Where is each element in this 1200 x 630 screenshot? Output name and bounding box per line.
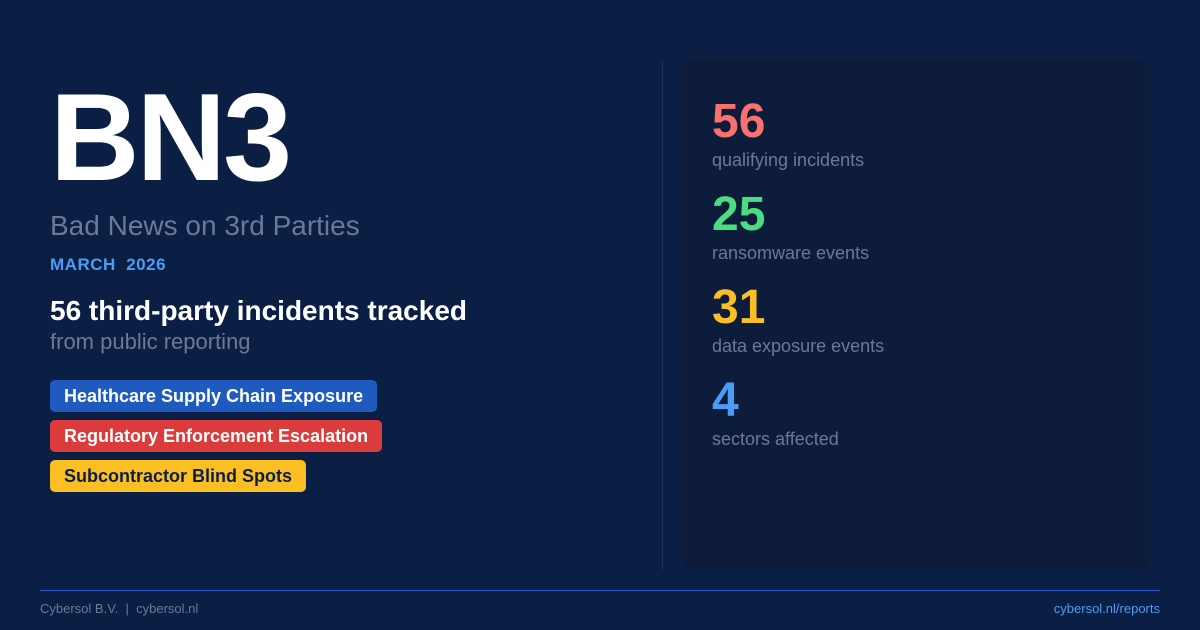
stat: 25 ransomware events (712, 191, 869, 264)
stat-label: qualifying incidents (712, 150, 865, 170)
tag: Subcontractor Blind Spots (50, 460, 307, 492)
stat-label: sectors affected (712, 429, 839, 449)
stats-panel: 56 qualifying incidents 25 ransomware even… (682, 60, 1150, 570)
stat-label: ransomware events (712, 243, 870, 263)
headline-subtitle: from public reporting (50, 329, 251, 354)
report-date: MARCH 2026 (50, 255, 167, 274)
logo: BN3 (50, 69, 292, 207)
headline: 56 third-party incidents tracked (50, 295, 468, 326)
stat: 56 qualifying incidents (712, 98, 864, 171)
tag-list: Healthcare Supply Chain Exposure Regulat… (50, 380, 383, 500)
tag: Regulatory Enforcement Escalation (50, 420, 383, 452)
footer-link[interactable]: cybersol.nl/reports (1053, 601, 1160, 616)
footer-rule (40, 590, 1160, 591)
divider (662, 60, 663, 570)
stat-label: data exposure events (712, 336, 885, 356)
stat-value: 31 (712, 281, 766, 334)
footer-company: Cybersol B.V. | cybersol.nl (40, 601, 199, 616)
stat: 31 data exposure events (712, 284, 884, 357)
subtitle: Bad News on 3rd Parties (50, 210, 360, 241)
stat-value: 4 (712, 374, 739, 427)
stat-value: 56 (712, 95, 766, 148)
stat: 4 sectors affected (712, 377, 839, 450)
stat-value: 25 (712, 188, 766, 241)
tag: Healthcare Supply Chain Exposure (50, 380, 378, 412)
